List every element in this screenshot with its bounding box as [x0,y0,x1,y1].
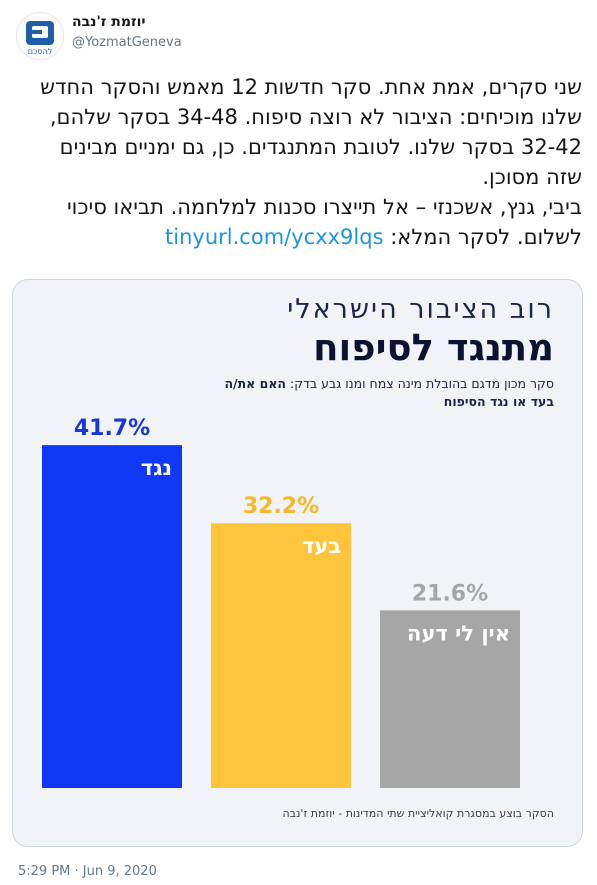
tweet-timestamp[interactable]: 5:29 PM · Jun 9, 2020 [18,864,157,879]
bar-value-label-3: 21.6% [412,581,488,606]
chart-subtitle: סקר מכון מדגם בהובלת מינה צמח ומנו גבע ב… [224,375,554,411]
author-handle[interactable]: @YozmatGeneva [72,35,182,50]
tweet-text-second: ביבי, גנץ, אשכנזי – אל תייצרו סכנות למלח… [20,192,582,252]
tweet-text: שני סקרים, אמת אחת. סקר חדשות 12 מאמש וה… [20,72,582,252]
author-name[interactable]: יוזמת ז'נבה [72,14,146,30]
chart-subtitle-question: האם את/ה בעד או נגד הסיפוח [224,376,554,409]
tweet-text-second-body: ביבי, גנץ, אשכנזי – אל תייצרו סכנות למלח… [66,195,582,249]
avatar-text: להסכם [28,47,53,56]
chart-footnote: הסקר בוצע במסגרת קואליציית שתי המדינות -… [282,807,554,820]
chart-title-line1: רוב הציבור הישראלי [287,294,554,325]
bar-category-label-1: נגד [141,456,172,480]
bar-value-label-1: 41.7% [74,416,150,441]
avatar-logo-icon: להסכם [26,21,54,56]
survey-link[interactable]: tinyurl.com/ycxx9lqs [165,225,384,249]
bar-category-label-2: בעד [302,534,341,558]
bar-2 [211,523,351,788]
bar-category-label-3: אין לי דעה [407,621,510,645]
chart-subtitle-plain: סקר מכון מדגם בהובלת מינה צמח ומנו גבע ב… [286,376,554,391]
tweet-text-main: שני סקרים, אמת אחת. סקר חדשות 12 מאמש וה… [40,75,582,189]
bar-chart: 41.7% נגד 32.2% בעד 21.6% אין לי דעה [42,416,520,788]
avatar[interactable]: להסכם [16,12,64,60]
bar-1 [42,445,182,788]
bar-value-label-2: 32.2% [243,494,319,519]
media-card[interactable]: 41.7% נגד 32.2% בעד 21.6% אין לי דעה רוב הציב… [12,279,583,847]
chart-title-line2: מתנגד לסיפוח [313,326,554,369]
bar-3 [380,610,520,788]
